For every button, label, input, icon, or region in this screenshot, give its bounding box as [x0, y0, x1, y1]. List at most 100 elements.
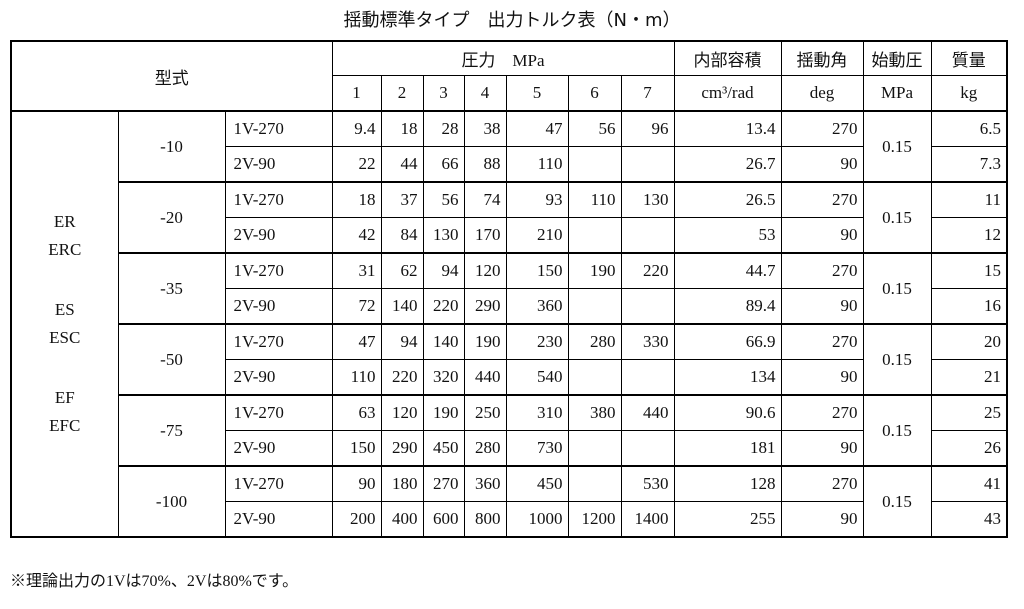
volume-cell: 128	[673, 465, 782, 502]
torque-cell: 1200	[567, 501, 622, 538]
pressure-value: 2	[380, 75, 424, 112]
type-cell: 2V-90	[224, 288, 333, 325]
torque-cell: 320	[422, 359, 465, 396]
torque-cell: 88	[463, 146, 507, 183]
empty-cell	[567, 465, 622, 502]
torque-cell: 220	[422, 288, 465, 325]
torque-cell: 9.4	[331, 110, 382, 147]
torque-cell: 140	[380, 288, 424, 325]
torque-cell: 31	[331, 252, 382, 289]
column-name: 内部容積	[673, 40, 782, 76]
torque-cell: 310	[505, 394, 569, 431]
start-pressure-cell: 0.15	[862, 394, 932, 467]
torque-cell: 90	[331, 465, 382, 502]
angle-cell: 90	[780, 146, 864, 183]
torque-cell: 250	[463, 394, 507, 431]
weight-cell: 43	[930, 501, 1008, 538]
empty-cell	[567, 430, 622, 467]
type-cell: 2V-90	[224, 359, 333, 396]
torque-cell: 38	[463, 110, 507, 147]
volume-cell: 26.5	[673, 181, 782, 218]
torque-table: 型式 圧力 MPa 内部容積 揺動角 始動圧 質量 1 2 3 4 5 6 7 cm³/rad deg MPa…	[10, 40, 1008, 538]
torque-cell: 120	[380, 394, 424, 431]
header-row: 型式 圧力 MPa 内部容積 揺動角 始動圧 質量	[10, 40, 1008, 112]
torque-cell: 190	[422, 394, 465, 431]
torque-cell: 66	[422, 146, 465, 183]
body-row: 2V-90 110 220 320 440 540 134 90 21	[11, 359, 1008, 396]
torque-cell: 440	[463, 359, 507, 396]
torque-cell: 28	[422, 110, 465, 147]
body-row: ER ERC ES ESC EF EFC -10 1V-270 9.4 18 28 38 47 56 96 1…	[10, 110, 1008, 538]
torque-cell: 180	[380, 465, 424, 502]
volume-cell: 44.7	[673, 252, 782, 289]
series-cell: ER ERC ES ESC EF EFC	[10, 110, 119, 538]
pressure-value: 3	[422, 75, 465, 112]
volume-cell: 134	[673, 359, 782, 396]
torque-cell: 72	[331, 288, 382, 325]
empty-cell	[567, 146, 622, 183]
torque-cell: 190	[463, 323, 507, 360]
torque-cell: 450	[422, 430, 465, 467]
table-header: 型式 圧力 MPa 内部容積 揺動角 始動圧 質量 1 2 3 4 5 6 7 cm³/rad deg MPa…	[10, 40, 1008, 112]
start-pressure-cell: 0.15	[862, 181, 932, 254]
column-name: 始動圧	[862, 40, 932, 76]
weight-cell: 16	[930, 288, 1008, 325]
torque-cell: 270	[422, 465, 465, 502]
torque-cell: 450	[505, 465, 569, 502]
torque-cell: 84	[380, 217, 424, 254]
empty-cell	[620, 146, 675, 183]
angle-cell: 270	[780, 394, 864, 431]
volume-cell: 181	[673, 430, 782, 467]
torque-cell: 94	[380, 323, 424, 360]
volume-cell: 53	[673, 217, 782, 254]
pressure-value: 7	[620, 75, 675, 112]
torque-cell: 140	[422, 323, 465, 360]
weight-cell: 12	[930, 217, 1008, 254]
torque-cell: 110	[331, 359, 382, 396]
empty-cell	[620, 288, 675, 325]
weight-cell: 11	[930, 181, 1008, 218]
torque-cell: 800	[463, 501, 507, 538]
torque-cell: 1000	[505, 501, 569, 538]
column-name: 質量	[930, 40, 1008, 76]
column-name: 揺動角	[780, 40, 864, 76]
weight-cell: 15	[930, 252, 1008, 289]
torque-cell: 47	[505, 110, 569, 147]
torque-cell: 290	[380, 430, 424, 467]
start-pressure-cell: 0.15	[862, 252, 932, 325]
volume-cell: 89.4	[673, 288, 782, 325]
torque-cell: 600	[422, 501, 465, 538]
body-row: 2V-90 42 84 130 170 210 53 90 12	[11, 217, 1008, 254]
angle-cell: 270	[780, 323, 864, 360]
torque-cell: 47	[331, 323, 382, 360]
type-cell: 1V-270	[224, 181, 333, 218]
start-pressure-cell: 0.15	[862, 465, 932, 538]
weight-cell: 41	[930, 465, 1008, 502]
type-cell: 1V-270	[224, 252, 333, 289]
angle-cell: 270	[780, 181, 864, 218]
size-cell: -35	[117, 252, 226, 325]
type-cell: 2V-90	[224, 146, 333, 183]
start-pressure-cell: 0.15	[862, 323, 932, 396]
body-row: -100 1V-270 90 180 270 360 450 530 128 270 0.15 41	[11, 465, 1008, 538]
angle-cell: 90	[780, 430, 864, 467]
torque-cell: 22	[331, 146, 382, 183]
volume-cell: 13.4	[673, 110, 782, 147]
pressure-value: 6	[567, 75, 622, 112]
pressure-value: 4	[463, 75, 507, 112]
series-name: ES	[54, 300, 75, 319]
angle-cell: 270	[780, 252, 864, 289]
size-cell: -20	[117, 181, 226, 254]
torque-cell: 42	[331, 217, 382, 254]
torque-cell: 96	[620, 110, 675, 147]
torque-cell: 130	[422, 217, 465, 254]
torque-cell: 360	[505, 288, 569, 325]
torque-cell: 110	[567, 181, 622, 218]
torque-cell: 170	[463, 217, 507, 254]
weight-cell: 26	[930, 430, 1008, 467]
series-name: ESC	[49, 328, 81, 347]
angle-cell: 90	[780, 217, 864, 254]
pressure-header: 圧力 MPa	[331, 40, 675, 76]
torque-cell: 44	[380, 146, 424, 183]
